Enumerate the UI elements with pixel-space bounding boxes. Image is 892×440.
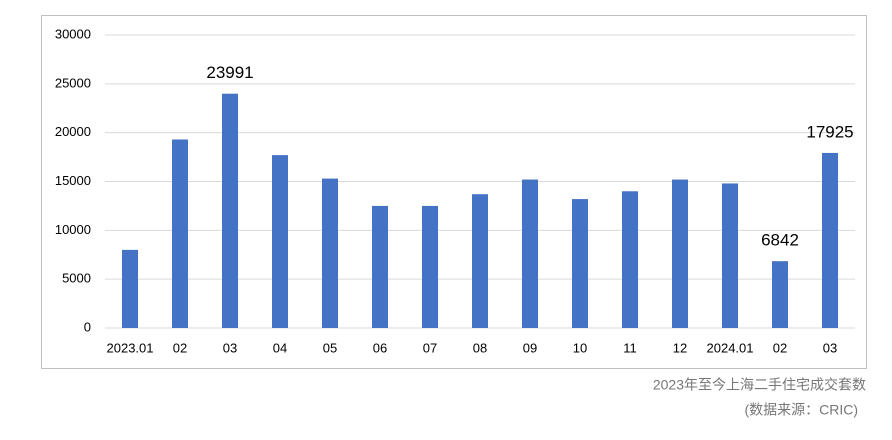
y-tick-label: 20000 [55, 124, 91, 139]
bar [372, 205, 388, 328]
x-tick-label: 02 [173, 340, 187, 355]
y-tick-label: 5000 [62, 271, 91, 286]
x-tick-label: 02 [773, 340, 787, 355]
bar [222, 93, 238, 328]
x-tick-label: 2023.01 [107, 340, 154, 355]
x-tick-label: 07 [423, 340, 437, 355]
bar [772, 261, 788, 328]
bar [622, 191, 638, 328]
y-tick-label: 30000 [55, 26, 91, 41]
x-tick-label: 04 [273, 340, 287, 355]
bar [572, 199, 588, 328]
y-tick-label: 25000 [55, 75, 91, 90]
bar [322, 178, 338, 328]
data-label: 17925 [806, 122, 853, 141]
y-tick-label: 0 [84, 319, 91, 334]
bar [272, 155, 288, 328]
x-tick-label: 09 [523, 340, 537, 355]
bar [822, 152, 838, 328]
x-tick-label: 03 [223, 340, 237, 355]
data-label: 23991 [206, 63, 253, 82]
x-tick-label: 10 [573, 340, 587, 355]
bar [172, 139, 188, 328]
y-tick-label: 15000 [55, 173, 91, 188]
bar [422, 205, 438, 328]
chart-frame [41, 15, 867, 369]
x-tick-label: 08 [473, 340, 487, 355]
x-tick-label: 05 [323, 340, 337, 355]
x-tick-label: 12 [673, 340, 687, 355]
y-tick-label: 10000 [55, 222, 91, 237]
x-tick-label: 03 [823, 340, 837, 355]
bar [672, 179, 688, 328]
bar [122, 249, 138, 328]
x-tick-label: 2024.01 [707, 340, 754, 355]
bar [472, 194, 488, 328]
source: (数据来源：CRIC) [744, 402, 858, 418]
bar [722, 183, 738, 328]
x-tick-label: 11 [623, 340, 637, 355]
bar [522, 179, 538, 328]
caption: 2023年至今上海二手住宅成交套数 [653, 377, 866, 393]
x-tick-label: 06 [373, 340, 387, 355]
data-label: 6842 [761, 231, 799, 250]
